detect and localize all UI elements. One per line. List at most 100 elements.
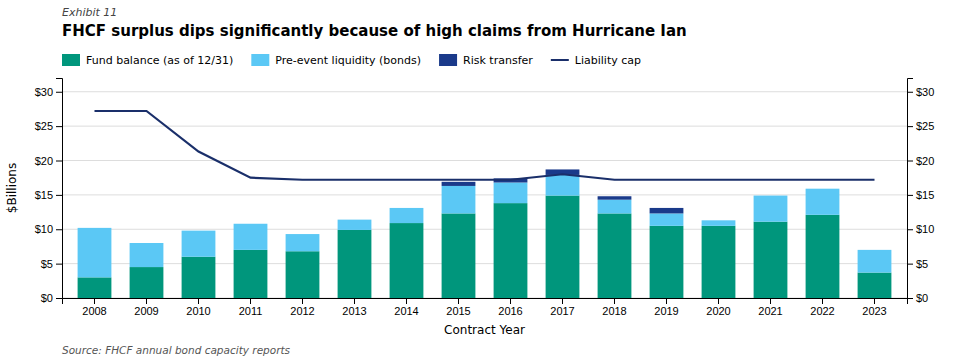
- bar: [546, 196, 580, 298]
- legend-label: Liability cap: [575, 54, 641, 67]
- bar: [598, 213, 632, 298]
- tick-label: $10: [916, 223, 934, 235]
- tick-mark: [406, 298, 407, 304]
- tick-label: 2008: [82, 305, 106, 317]
- bar: [702, 220, 736, 226]
- tick-label: 2010: [186, 305, 210, 317]
- grid-line: [62, 160, 907, 161]
- grid-line: [62, 194, 907, 195]
- tick-mark: [907, 195, 913, 196]
- tick: $0: [907, 292, 928, 304]
- tick: $25: [907, 120, 934, 132]
- bar: [78, 228, 112, 278]
- tick-mark: [56, 229, 62, 230]
- tick-mark: [56, 298, 62, 299]
- tick-label: 2011: [239, 305, 263, 317]
- chart: Exhibit 11FHCF surplus dips significantl…: [0, 0, 959, 360]
- tick-label: 2018: [602, 305, 626, 317]
- tick: 2017: [550, 298, 574, 317]
- tick-label: $0: [41, 292, 53, 304]
- bar-series: [442, 169, 684, 213]
- bar: [546, 175, 580, 196]
- tick-label: 2021: [758, 305, 782, 317]
- tick-label: 2015: [446, 305, 470, 317]
- tick: $5: [907, 258, 928, 270]
- bar: [338, 219, 372, 220]
- legend-item: Pre-event liquidity (bonds): [251, 54, 421, 67]
- tick: $30: [35, 86, 62, 98]
- legend-label: Fund balance (as of 12/31): [86, 54, 233, 67]
- legend-symbol: [62, 54, 80, 66]
- tick-label: 2013: [342, 305, 366, 317]
- bar: [338, 230, 372, 298]
- tick-label: $15: [35, 189, 53, 201]
- axis-line: [908, 79, 914, 299]
- bar: [286, 251, 320, 298]
- bar: [442, 186, 476, 214]
- tick: 2013: [342, 298, 366, 317]
- bar: [650, 226, 684, 298]
- tick-label: $30: [916, 86, 934, 98]
- plot: $0$5$10$15$20$25$30$0$5$10$15$20$25$3020…: [35, 79, 935, 317]
- tick-mark: [907, 92, 913, 93]
- bar: [286, 234, 320, 235]
- tick: $10: [35, 223, 62, 235]
- bar: [130, 267, 164, 298]
- bar: [598, 196, 632, 199]
- legend-label: Risk transfer: [463, 54, 533, 67]
- bar: [182, 230, 216, 231]
- tick-mark: [907, 264, 913, 265]
- tick: $30: [907, 86, 934, 98]
- tick: $15: [35, 189, 62, 201]
- tick-mark: [874, 298, 875, 304]
- tick-mark: [56, 161, 62, 162]
- annotation: Source: FHCF annual bond capacity report…: [62, 344, 291, 356]
- tick-label: $30: [35, 86, 53, 98]
- bar-series: [78, 196, 892, 298]
- tick: 2011: [239, 298, 263, 317]
- tick-label: $20: [916, 155, 934, 167]
- bar: [858, 273, 892, 298]
- bar: [442, 213, 476, 298]
- tick-label: 2016: [498, 305, 522, 317]
- tick: $20: [907, 155, 934, 167]
- bar: [494, 183, 528, 204]
- tick-label: 2012: [290, 305, 314, 317]
- bar: [858, 249, 892, 250]
- tick: 2015: [446, 298, 470, 317]
- legend-symbol: [439, 54, 457, 66]
- bar: [182, 257, 216, 298]
- tick-label: $15: [916, 189, 934, 201]
- tick-mark: [94, 298, 95, 304]
- bar-series: [78, 175, 892, 277]
- bar: [286, 234, 320, 251]
- tick-mark: [354, 298, 355, 304]
- tick-label: $25: [916, 120, 934, 132]
- tick: 2020: [706, 298, 730, 317]
- tick: 2014: [394, 298, 418, 317]
- tick-label: 2019: [654, 305, 678, 317]
- bar: [390, 223, 424, 298]
- grid-line: [62, 126, 907, 127]
- tick-mark: [56, 264, 62, 265]
- axis-line: [63, 299, 908, 305]
- bar: [702, 220, 736, 221]
- tick-mark: [666, 298, 667, 304]
- legend-symbol: [251, 54, 269, 66]
- tick-mark: [56, 195, 62, 196]
- bar: [650, 208, 684, 214]
- y2-axis: $0 $5 $10 $15 $20 $25 $30: [907, 79, 934, 305]
- tick: 2023: [862, 298, 886, 317]
- tick: 2009: [134, 298, 158, 317]
- legend: Fund balance (as of 12/31) Pre-event liqu…: [62, 54, 641, 67]
- bar: [390, 207, 424, 208]
- legend-item: Fund balance (as of 12/31): [62, 54, 233, 67]
- x-axis: 2008 2009 2010 2011 2012 2013 2014 2015 2016 2017…: [63, 298, 908, 317]
- bar: [182, 231, 216, 257]
- bar: [234, 224, 268, 250]
- tick: $5: [41, 258, 62, 270]
- tick-label: 2009: [134, 305, 158, 317]
- tick-label: 2023: [862, 305, 886, 317]
- tick: $20: [35, 155, 62, 167]
- bar: [130, 243, 164, 267]
